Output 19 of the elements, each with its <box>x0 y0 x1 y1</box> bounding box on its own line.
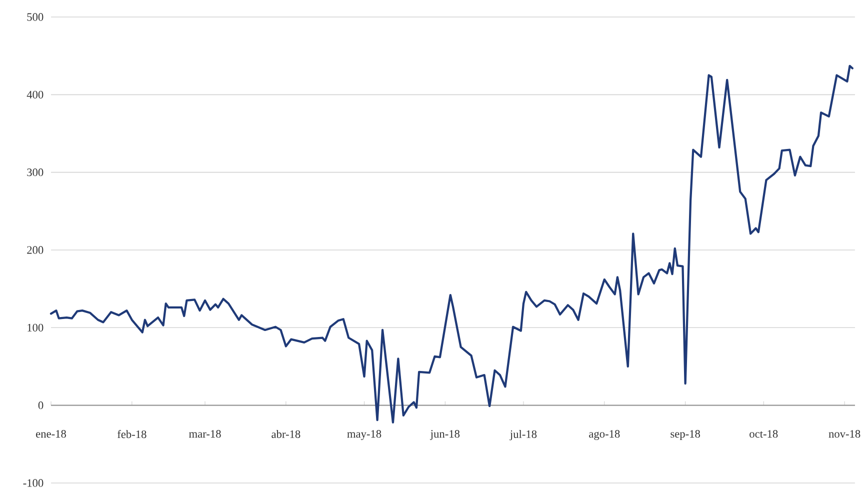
x-tick-label: sep-18 <box>670 430 700 440</box>
x-tick-label: ago-18 <box>589 430 620 440</box>
y-tick-label: 0 <box>38 402 44 410</box>
y-tick-label: 200 <box>27 246 44 254</box>
y-tick-label: 400 <box>26 90 44 98</box>
x-tick-label: oct-18 <box>750 430 778 438</box>
x-tick-label: abr-18 <box>272 430 300 438</box>
x-tick-label: may-18 <box>347 430 382 440</box>
y-tick-label: 100 <box>28 324 44 332</box>
x-tick-label: feb-18 <box>117 430 146 438</box>
y-tick-label: -100 <box>23 479 44 487</box>
line-series <box>50 64 854 424</box>
x-tick-label: ene-18 <box>36 430 66 438</box>
x-tick-label: jul-18 <box>510 430 537 440</box>
y-tick-label: 300 <box>27 168 44 176</box>
y-tick-label: 500 <box>27 13 44 21</box>
x-tick-label: nov-18 <box>828 430 860 438</box>
x-tick-label: jun-18 <box>430 430 460 440</box>
x-tick-label: mar-18 <box>189 430 221 438</box>
